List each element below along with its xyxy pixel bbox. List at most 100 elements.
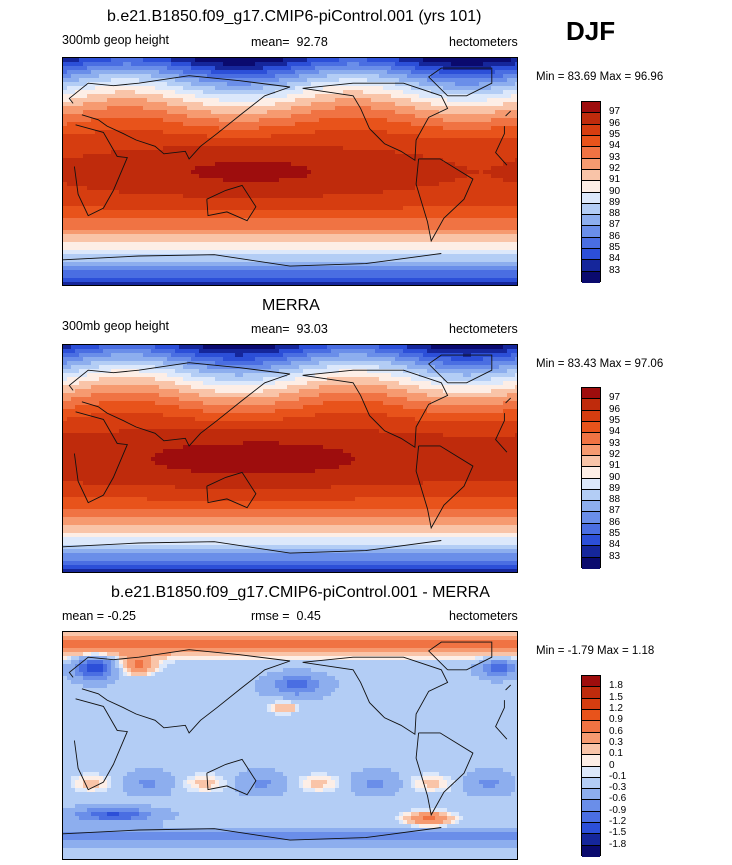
field-cell — [435, 102, 440, 107]
field-cell — [291, 122, 296, 127]
field-cell — [131, 146, 136, 151]
field-cell — [315, 98, 320, 103]
field-cell — [275, 106, 280, 111]
field-cell — [339, 90, 344, 95]
field-cell — [451, 58, 456, 63]
field-cell — [95, 154, 100, 159]
field-cell — [343, 86, 348, 91]
field-cell — [227, 194, 232, 199]
field-cell — [303, 166, 308, 171]
field-cell — [211, 130, 216, 135]
field-cell — [347, 110, 352, 115]
field-cell — [491, 122, 496, 127]
field-cell — [323, 66, 328, 71]
field-cell — [395, 82, 400, 87]
field-cell — [495, 102, 500, 107]
field-cell — [335, 166, 340, 171]
field-cell — [503, 166, 508, 171]
field-cell — [83, 74, 88, 79]
field-cell — [155, 70, 160, 75]
field-cell — [99, 126, 104, 131]
field-cell — [467, 122, 472, 127]
field-cell — [339, 146, 344, 151]
field-cell — [483, 110, 488, 115]
field-cell — [363, 158, 368, 163]
field-cell — [471, 58, 476, 63]
field-cell — [199, 170, 204, 175]
field-cell — [431, 154, 436, 159]
field-cell — [411, 170, 416, 175]
field-cell — [127, 138, 132, 143]
field-cell — [491, 138, 496, 143]
field-cell — [227, 222, 232, 227]
field-cell — [147, 186, 152, 191]
field-cell — [271, 126, 276, 131]
field-cell — [495, 170, 500, 175]
field-cell — [379, 194, 384, 199]
field-cell — [207, 150, 212, 155]
field-cell — [151, 214, 156, 219]
field-cell — [187, 194, 192, 199]
field-cell — [347, 226, 352, 231]
field-cell — [435, 118, 440, 123]
field-cell — [191, 106, 196, 111]
field-cell — [359, 194, 364, 199]
field-cell — [271, 154, 276, 159]
field-cell — [419, 174, 424, 179]
field-cell — [375, 146, 380, 151]
field-cell — [211, 58, 216, 63]
field-cell — [79, 222, 84, 227]
field-cell — [167, 166, 172, 171]
field-cell — [439, 154, 444, 159]
field-cell — [115, 158, 120, 163]
field-cell — [363, 230, 368, 235]
field-cell — [483, 130, 488, 135]
field-cell — [95, 126, 100, 131]
field-cell — [271, 226, 276, 231]
field-cell — [263, 230, 268, 235]
field-cell — [99, 74, 104, 79]
field-cell — [427, 98, 432, 103]
field-cell — [263, 158, 268, 163]
field-cell — [175, 66, 180, 71]
field-cell — [287, 194, 292, 199]
field-cell — [95, 218, 100, 223]
field-cell — [251, 170, 256, 175]
field-cell — [75, 166, 80, 171]
field-cell — [307, 170, 312, 175]
field-cell — [419, 154, 424, 159]
field-cell — [159, 206, 164, 211]
field-cell — [487, 182, 492, 187]
field-cell — [507, 146, 512, 151]
field-cell — [451, 90, 456, 95]
field-cell — [79, 98, 84, 103]
field-cell — [147, 82, 152, 87]
field-cell — [479, 194, 484, 199]
field-cell — [351, 162, 356, 167]
field-cell — [423, 154, 428, 159]
field-cell — [79, 86, 84, 91]
field-cell — [499, 58, 504, 63]
field-cell — [211, 106, 216, 111]
field-cell — [91, 114, 96, 119]
field-cell — [107, 210, 112, 215]
field-cell — [63, 222, 68, 227]
field-cell — [223, 62, 228, 67]
field-cell — [471, 110, 476, 115]
field-cell — [399, 82, 404, 87]
field-cell — [107, 214, 112, 219]
field-cell — [99, 138, 104, 143]
field-cell — [475, 186, 480, 191]
field-cell — [431, 162, 436, 167]
field-cell — [99, 90, 104, 95]
field-cell — [515, 154, 517, 159]
field-cell — [511, 214, 516, 219]
field-cell — [387, 94, 392, 99]
field-cell — [155, 110, 160, 115]
field-cell — [291, 150, 296, 155]
field-cell — [167, 82, 172, 87]
field-cell — [103, 94, 108, 99]
field-cell — [83, 202, 88, 207]
field-cell — [251, 162, 256, 167]
field-cell — [403, 110, 408, 115]
